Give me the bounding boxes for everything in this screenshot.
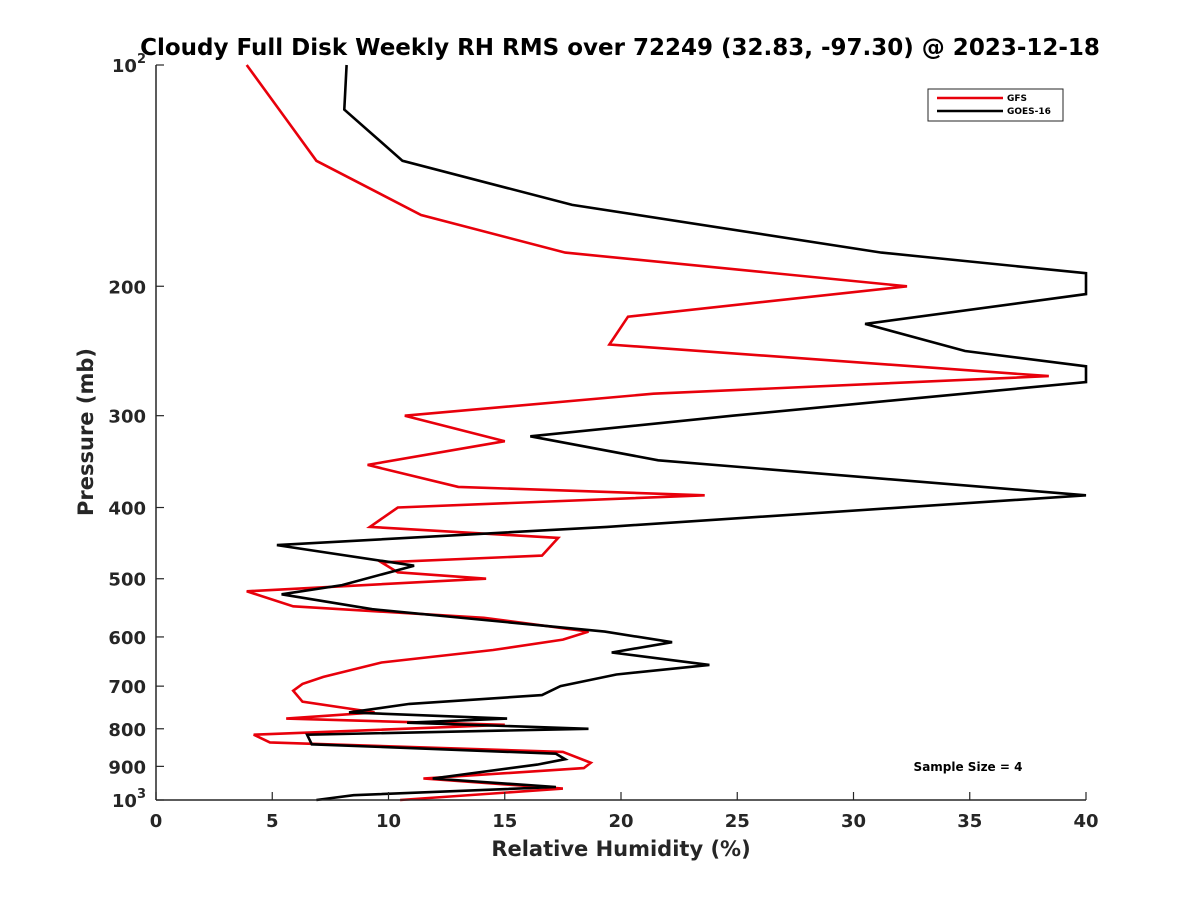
- chart-title: Cloudy Full Disk Weekly RH RMS over 7224…: [140, 35, 1100, 61]
- y-tick-label: 600: [108, 628, 146, 649]
- y-tick-label: 700: [108, 677, 146, 698]
- x-tick-label: 30: [841, 811, 866, 832]
- y-tick-label: 800: [108, 720, 146, 741]
- x-tick-label: 40: [1073, 811, 1098, 832]
- x-ticks: 0 5 10 15 20 25 30 35 40: [150, 792, 1099, 832]
- legend: GFS GOES-16: [927, 88, 1064, 122]
- series-line-gfs: [245, 64, 1049, 802]
- x-axis-label: Relative Humidity (%): [491, 837, 750, 861]
- series-line-goes16: [276, 64, 1088, 802]
- x-tick-label: 15: [492, 811, 517, 832]
- y-ticks: 102 200 300 400 500 600 700 800 900 103: [108, 52, 164, 812]
- x-tick-label: 35: [957, 811, 982, 832]
- y-tick-label: 400: [108, 499, 146, 520]
- y-tick-label: 900: [108, 757, 146, 778]
- y-tick-label: 102: [112, 52, 146, 77]
- x-tick-label: 25: [725, 811, 750, 832]
- x-tick-label: 10: [376, 811, 401, 832]
- sample-size-annotation: Sample Size = 4: [914, 760, 1023, 774]
- legend-box: [927, 88, 1064, 122]
- y-tick-label: 300: [108, 407, 146, 428]
- y-axis-label: Pressure (mb): [74, 348, 98, 516]
- y-tick-label: 200: [108, 277, 146, 298]
- x-tick-label: 0: [150, 811, 163, 832]
- y-tick-label: 103: [112, 787, 146, 812]
- series-layer: [245, 64, 1088, 802]
- x-tick-label: 20: [608, 811, 633, 832]
- x-tick-label: 5: [266, 811, 279, 832]
- legend-label-goes16: GOES-16: [1007, 107, 1051, 117]
- legend-label-gfs: GFS: [1007, 94, 1027, 104]
- y-tick-label: 500: [108, 570, 146, 591]
